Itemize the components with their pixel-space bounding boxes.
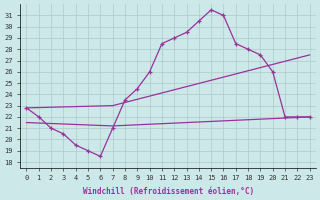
X-axis label: Windchill (Refroidissement éolien,°C): Windchill (Refroidissement éolien,°C): [83, 187, 254, 196]
